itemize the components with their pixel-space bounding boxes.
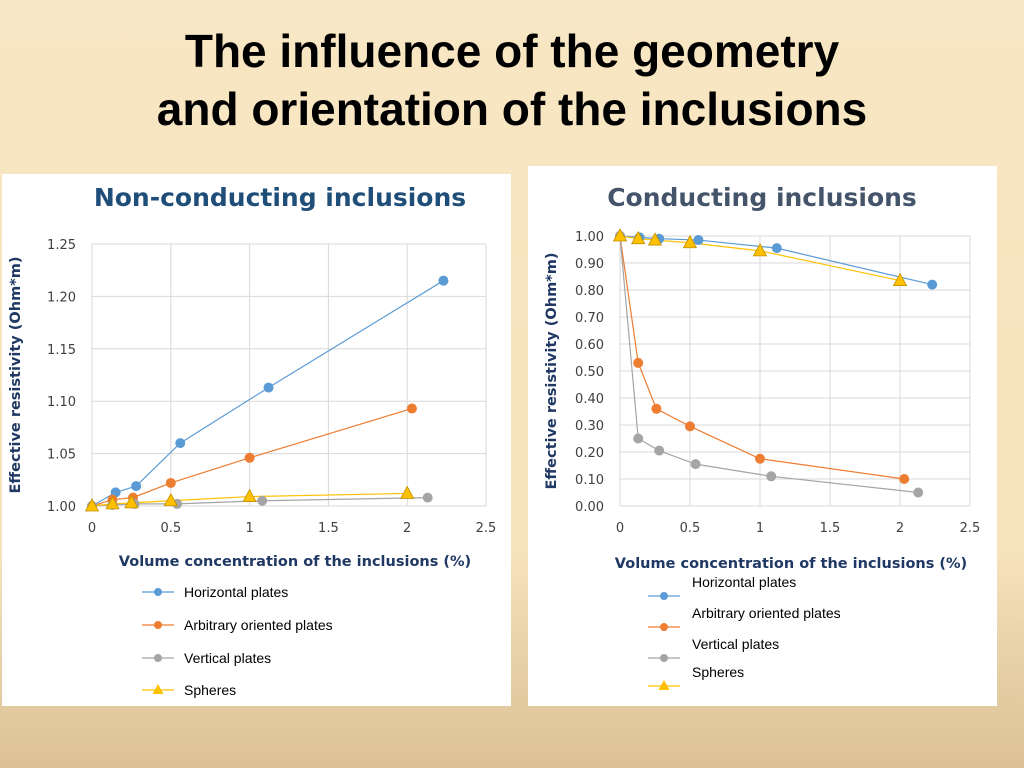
data-point-horizontal-plates	[131, 481, 142, 492]
x-tick-label: 0.5	[680, 521, 701, 536]
y-tick-label: 1.00	[47, 500, 76, 515]
x-tick-label: 2	[403, 521, 411, 536]
data-point-spheres	[647, 232, 663, 246]
data-point-spheres	[105, 496, 120, 510]
series-line-horizontal-plates	[91, 280, 444, 507]
y-tick-label: 1.10	[47, 395, 76, 410]
data-point-spheres	[752, 243, 768, 257]
x-tick-label: 0.5	[160, 521, 181, 536]
data-point-vertical-plates	[257, 495, 268, 506]
legend-label-horizontal-plates: Horizontal plates	[692, 574, 796, 590]
data-point-vertical-plates	[422, 492, 433, 503]
legend-label-spheres: Spheres	[692, 664, 744, 680]
legend-label-vertical-plates: Vertical plates	[184, 650, 271, 666]
data-point-spheres	[400, 485, 415, 499]
x-tick-label: 2	[896, 521, 904, 536]
data-point-spheres	[84, 498, 100, 512]
data-point-spheres	[242, 488, 257, 502]
data-point-horizontal-plates	[771, 243, 782, 254]
data-point-vertical-plates	[654, 445, 665, 456]
data-point-spheres	[631, 230, 646, 245]
data-point-arbitrary-plates	[685, 421, 695, 432]
data-point-horizontal-plates	[927, 279, 938, 290]
y-tick-label: 0.10	[575, 473, 604, 488]
y-tick-label: 0.60	[575, 338, 604, 353]
y-tick-label: 1.15	[47, 343, 76, 358]
data-point-arbitrary-plates	[244, 452, 255, 463]
data-point-spheres	[163, 492, 178, 507]
data-point-arbitrary-plates	[755, 453, 765, 464]
x-axis-title: Volume concentration of the inclusions (…	[119, 554, 471, 570]
y-tick-label: 0.40	[575, 392, 604, 407]
legend-marker-arbitrary-plates	[660, 623, 668, 631]
data-point-horizontal-plates	[263, 382, 274, 393]
x-tick-label: 1.5	[820, 521, 841, 536]
legend-label-arbitrary-plates: Arbitrary oriented plates	[692, 605, 841, 621]
series-line-vertical-plates	[619, 235, 919, 494]
data-point-arbitrary-plates	[165, 477, 176, 488]
chart-conducting: Conducting inclusions 0.00 0.10 0.20 0.30 0.4…	[544, 183, 981, 690]
legend-label-arbitrary-plates: Arbitrary oriented plates	[184, 617, 333, 633]
x-tick-label: 1	[245, 521, 253, 536]
data-point-arbitrary-plates	[406, 403, 417, 414]
x-tick-label: 2.5	[476, 521, 497, 536]
legend-label-spheres: Spheres	[184, 682, 236, 698]
legend-label-vertical-plates: Vertical plates	[692, 636, 779, 652]
chart-non-conducting: Non-conducting inclusions 1.00 1.05 1.10 1.1…	[8, 183, 497, 698]
slide-title-line-1: The influence of the geometry	[184, 25, 840, 77]
data-point-vertical-plates	[766, 471, 777, 482]
y-tick-label: 0.50	[575, 365, 604, 380]
y-tick-label: 1.00	[575, 230, 604, 245]
data-point-arbitrary-plates	[633, 357, 644, 368]
slide-title-line-2: and orientation of the inclusions	[156, 83, 868, 135]
x-tick-label: 2.5	[960, 521, 981, 536]
y-tick-label: 0.20	[575, 446, 604, 461]
legend-marker-arbitrary-plates	[154, 621, 162, 629]
data-point-spheres	[612, 228, 628, 242]
chart-panel-non-conducting: Non-conducting inclusions 1.00 1.05 1.10 1.1…	[2, 174, 511, 706]
data-point-horizontal-plates	[693, 235, 704, 246]
x-tick-label: 0	[88, 521, 96, 536]
x-tick-label: 1	[756, 521, 764, 536]
data-point-spheres	[682, 234, 698, 249]
data-point-arbitrary-plates	[651, 403, 662, 414]
legend-marker-horizontal-plates	[154, 588, 162, 596]
chart-title: Non-conducting inclusions	[94, 183, 466, 212]
legend-marker-spheres	[152, 684, 164, 694]
y-tick-label: 0.70	[575, 311, 604, 326]
legend-marker-spheres	[658, 680, 670, 690]
data-point-horizontal-plates	[438, 275, 449, 286]
data-point-arbitrary-plates	[899, 474, 910, 484]
x-tick-label: 1.5	[318, 521, 339, 536]
legend-marker-vertical-plates	[660, 654, 668, 662]
legend-marker-vertical-plates	[154, 654, 162, 662]
y-tick-label: 0.80	[575, 284, 604, 299]
legend-label-horizontal-plates: Horizontal plates	[184, 584, 288, 600]
data-point-horizontal-plates	[175, 438, 186, 449]
y-tick-label: 0.30	[575, 419, 604, 434]
y-tick-label: 1.20	[47, 290, 76, 305]
y-tick-label: 1.25	[47, 238, 76, 253]
data-point-vertical-plates	[690, 459, 701, 470]
chart-panel-conducting: Conducting inclusions 0.00 0.10 0.20 0.30 0.4…	[528, 166, 997, 706]
y-tick-label: 1.05	[47, 448, 76, 463]
legend-marker-horizontal-plates	[660, 592, 668, 600]
series-line-arbitrary-plates	[619, 235, 905, 480]
y-tick-label: 0.90	[575, 257, 604, 272]
data-point-vertical-plates	[913, 487, 924, 498]
data-point-spheres	[892, 272, 908, 286]
data-point-spheres	[124, 495, 139, 509]
y-axis-title: Effective resistivity (Ohm*m)	[8, 257, 24, 494]
data-point-vertical-plates	[633, 433, 644, 444]
x-tick-label: 0	[616, 521, 624, 536]
slide-title: The influence of the geometry and orient…	[0, 22, 1024, 138]
y-tick-label: 0.00	[575, 500, 604, 515]
chart-title: Conducting inclusions	[607, 183, 917, 212]
y-axis-title: Effective resistivity (Ohm*m)	[544, 253, 560, 490]
x-axis-title: Volume concentration of the inclusions (…	[615, 556, 967, 572]
